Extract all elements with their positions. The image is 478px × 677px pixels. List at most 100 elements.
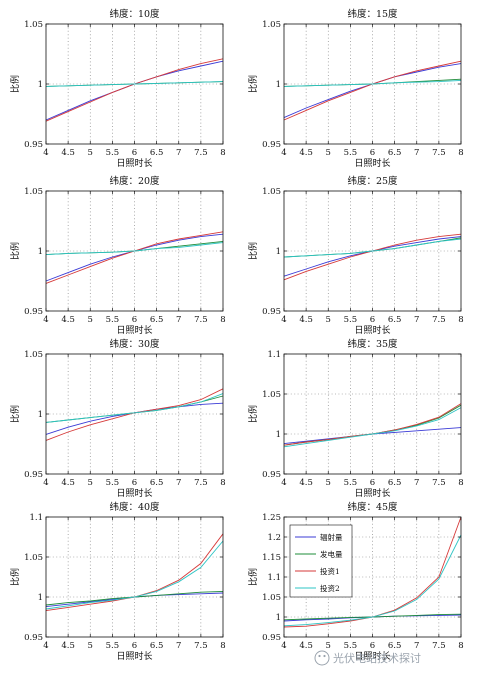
x-tick-label: 8 xyxy=(458,641,463,651)
y-tick-label: 1.05 xyxy=(24,187,43,197)
x-tick-label: 5.5 xyxy=(344,641,358,651)
y-tick-label: 1 xyxy=(38,593,43,603)
series-line-investment1 xyxy=(283,403,462,446)
x-axis-label: 日照时长 xyxy=(354,487,390,499)
watermark-logo-icon xyxy=(318,654,321,658)
y-tick-label: 1.05 xyxy=(24,20,43,30)
x-axis-label: 日照时长 xyxy=(354,324,390,336)
x-tick-label: 5 xyxy=(88,315,93,325)
x-tick-label: 7.5 xyxy=(432,641,446,651)
x-tick-label: 6 xyxy=(370,315,375,325)
legend-entry: 辐射量 xyxy=(320,532,343,542)
y-tick-label: 1 xyxy=(276,430,281,440)
x-tick-label: 7.5 xyxy=(432,315,446,325)
series-line-investment2 xyxy=(45,242,224,256)
y-tick-label: 1.15 xyxy=(262,553,281,563)
x-tick-label: 6.5 xyxy=(388,641,402,651)
series-line-generation xyxy=(283,237,462,258)
y-tick-label: 1.05 xyxy=(262,20,281,30)
x-tick-label: 5 xyxy=(326,641,331,651)
legend-entry: 投资2 xyxy=(320,583,340,593)
series-line-radiation xyxy=(45,60,224,121)
y-tick-label: 1.1 xyxy=(267,350,281,360)
series-line-investment2 xyxy=(45,393,224,423)
x-tick-label: 6.5 xyxy=(150,148,164,158)
x-tick-label: 8 xyxy=(220,641,225,651)
watermark: 光伏电站技术探讨 xyxy=(314,650,421,666)
series-line-investment2 xyxy=(283,534,462,627)
y-tick-label: 0.95 xyxy=(24,140,43,150)
x-tick-label: 8 xyxy=(458,148,463,158)
x-tick-label: 8 xyxy=(458,315,463,325)
y-tick-label: 1.05 xyxy=(262,390,281,400)
x-tick-label: 4 xyxy=(281,478,286,488)
x-tick-label: 8 xyxy=(220,478,225,488)
x-tick-label: 7.5 xyxy=(194,641,208,651)
x-tick-label: 4.5 xyxy=(299,641,313,651)
y-tick-label: 0.95 xyxy=(24,470,43,480)
subplot-8: 4 4.5 5 5.5 6 6.5 7 7.5 8 0.95 1 1.05 1.1 1.15 1.2 1.25… xyxy=(247,501,464,662)
x-axis-label: 日照时长 xyxy=(354,650,390,662)
y-tick-label: 1.25 xyxy=(262,513,281,523)
y-tick-label: 0.95 xyxy=(262,140,281,150)
x-tick-label: 5 xyxy=(326,148,331,158)
x-tick-label: 6 xyxy=(132,148,137,158)
subplot-title: 纬度：10度 xyxy=(109,8,160,20)
x-tick-label: 4 xyxy=(43,315,48,325)
legend-entry: 发电量 xyxy=(320,549,343,559)
y-tick-label: 1 xyxy=(38,247,43,257)
x-tick-label: 8 xyxy=(220,315,225,325)
x-tick-label: 7 xyxy=(414,315,419,325)
series-line-radiation xyxy=(45,592,224,608)
x-tick-label: 6.5 xyxy=(150,315,164,325)
x-tick-label: 4.5 xyxy=(61,478,75,488)
x-tick-label: 6 xyxy=(370,478,375,488)
x-tick-label: 7 xyxy=(176,315,181,325)
y-axis-label: 比例 xyxy=(247,405,259,423)
y-tick-label: 0.95 xyxy=(24,307,43,317)
x-tick-label: 5.5 xyxy=(344,148,358,158)
watermark-logo-icon xyxy=(314,650,330,666)
x-tick-label: 7.5 xyxy=(194,148,208,158)
y-axis-label: 比例 xyxy=(9,242,21,260)
x-tick-label: 6.5 xyxy=(388,478,402,488)
y-tick-label: 1 xyxy=(276,80,281,90)
y-tick-label: 1.2 xyxy=(267,533,281,543)
watermark-logo-icon xyxy=(323,654,326,658)
y-axis-label: 比例 xyxy=(247,242,259,260)
x-tick-label: 4 xyxy=(43,478,48,488)
x-tick-label: 7.5 xyxy=(194,478,208,488)
subplot-title: 纬度：45度 xyxy=(347,501,398,513)
x-tick-label: 5 xyxy=(88,148,93,158)
x-tick-label: 4 xyxy=(281,641,286,651)
x-tick-label: 7 xyxy=(414,148,419,158)
y-tick-label: 1.05 xyxy=(24,553,43,563)
x-tick-label: 4.5 xyxy=(61,315,75,325)
x-tick-label: 6 xyxy=(370,148,375,158)
x-tick-label: 6.5 xyxy=(150,641,164,651)
y-tick-label: 0.95 xyxy=(262,307,281,317)
x-tick-label: 4.5 xyxy=(61,641,75,651)
subplot-title: 纬度：20度 xyxy=(109,175,160,187)
x-tick-label: 6 xyxy=(132,478,137,488)
y-tick-label: 1.05 xyxy=(262,187,281,197)
x-tick-label: 5.5 xyxy=(106,478,120,488)
x-axis-label: 日照时长 xyxy=(116,157,152,169)
x-axis-label: 日照时长 xyxy=(116,650,152,662)
x-tick-label: 5 xyxy=(88,641,93,651)
x-tick-label: 7 xyxy=(414,641,419,651)
x-tick-label: 4.5 xyxy=(299,315,313,325)
x-tick-label: 4.5 xyxy=(61,148,75,158)
series-line-investment2 xyxy=(45,81,224,87)
series-line-investment1 xyxy=(45,58,224,122)
x-tick-label: 5 xyxy=(326,478,331,488)
x-tick-label: 8 xyxy=(220,148,225,158)
x-tick-label: 5.5 xyxy=(344,478,358,488)
subplot-title: 纬度：25度 xyxy=(347,175,398,187)
x-tick-label: 4.5 xyxy=(299,148,313,158)
